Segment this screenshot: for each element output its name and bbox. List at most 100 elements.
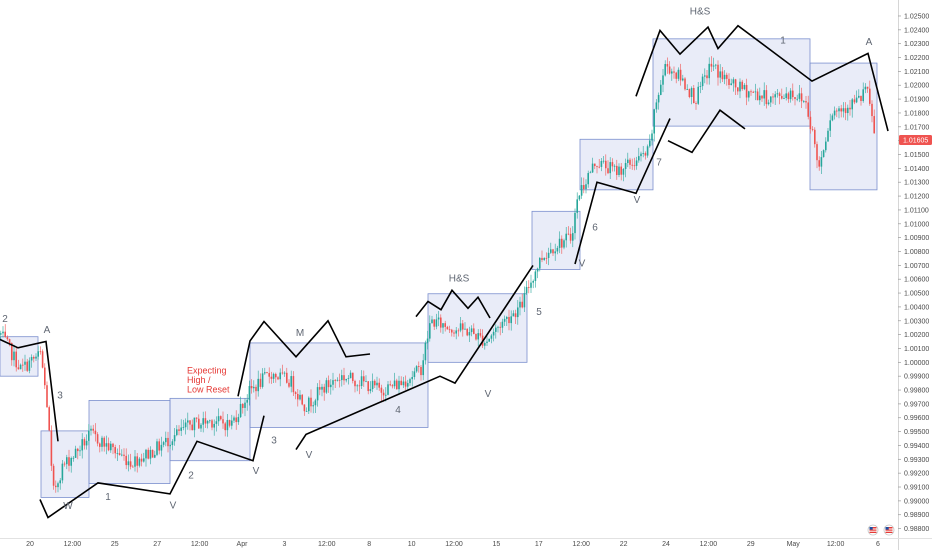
candle-body [200, 424, 202, 429]
candle-body [70, 457, 72, 466]
candle-body [316, 387, 319, 401]
trend-line[interactable] [635, 24, 889, 132]
wave-label: 3 [271, 435, 277, 446]
candle-body [490, 335, 493, 339]
candle-body [90, 428, 92, 431]
candle-body [822, 150, 825, 158]
candle-body [259, 378, 262, 387]
candle-body [270, 376, 273, 379]
candle-body [737, 87, 739, 92]
candle-body [48, 407, 50, 431]
candle-body [653, 109, 655, 134]
candle-body [616, 165, 618, 175]
time-tick-label: 12:00 [572, 541, 590, 548]
candle-body [376, 382, 378, 386]
range-box[interactable] [809, 62, 878, 191]
candle-body [743, 84, 746, 90]
candle-body [561, 238, 563, 248]
price-tick-label: 1.00400 [904, 304, 929, 311]
candle-body [396, 380, 398, 390]
candle-body [836, 110, 838, 112]
price-tick-label: 1.01900 [904, 97, 929, 104]
candle-body [633, 165, 636, 167]
candle-body [618, 166, 620, 175]
candle-body [607, 168, 609, 174]
candle-body [140, 458, 143, 462]
candle-body [352, 372, 354, 381]
candle-body [143, 458, 145, 462]
candle-body [684, 78, 686, 90]
trend-line[interactable] [295, 264, 534, 451]
trend-lines-layer [0, 24, 889, 519]
candle-body [299, 394, 301, 400]
candle-body [334, 380, 336, 381]
candle-body [754, 91, 757, 93]
last-price-tag[interactable] [899, 134, 932, 145]
candle-body [440, 317, 442, 328]
candle-body [411, 377, 413, 380]
flag-icon[interactable] [867, 524, 879, 536]
candle-body [365, 381, 367, 383]
candle-body [514, 313, 517, 318]
flag-icon[interactable] [883, 524, 895, 536]
range-box[interactable] [88, 400, 171, 484]
candle-body [74, 448, 77, 458]
wave-label: V [253, 466, 260, 477]
trend-line[interactable] [667, 109, 746, 154]
trend-line[interactable] [0, 338, 59, 442]
candle-body [602, 160, 605, 162]
time-tick-label: 15 [493, 541, 501, 548]
candle-body [622, 169, 625, 175]
candle-body [233, 417, 235, 421]
wave-label: H&S [449, 273, 470, 284]
time-tick-label: 12:00 [318, 541, 336, 548]
candle-body [418, 366, 420, 367]
candle-body [783, 98, 785, 99]
candle-body [554, 251, 556, 254]
candle-body [134, 456, 136, 467]
price-tick-label: 0.99700 [904, 401, 929, 408]
candle-body [772, 96, 774, 98]
candle-body [508, 317, 510, 324]
trend-line[interactable] [415, 288, 491, 319]
candle-body [178, 429, 180, 431]
candle-body [424, 342, 427, 361]
candle-body [220, 416, 222, 420]
candle-body [222, 419, 224, 424]
price-axis[interactable]: 1.02500 1.02400 1.02300 1.02200 1.02100 1.020… [898, 0, 932, 550]
wave-label: 1 [780, 36, 786, 47]
candle-body [37, 351, 39, 357]
candle-body [486, 341, 488, 343]
candle-body [272, 373, 275, 379]
time-axis[interactable]: 20 12:00 25 27 12:00 Apr 3 12:00 8 10 12:00 15 17 12:… [0, 538, 932, 549]
candle-body [13, 351, 15, 361]
candle-body [840, 108, 842, 112]
candle-body [776, 93, 779, 95]
price-tick-label: 1.00000 [904, 360, 929, 367]
trend-line[interactable] [237, 319, 371, 397]
candle-body [464, 328, 466, 330]
candle-body [114, 447, 116, 454]
candle-body [814, 129, 816, 145]
candle-body [563, 240, 565, 248]
trend-line[interactable] [39, 415, 265, 519]
candle-body [121, 454, 123, 456]
wave-label: 5 [536, 307, 542, 318]
candle-body [101, 437, 103, 447]
trend-line[interactable] [574, 118, 671, 265]
candle-body [858, 95, 860, 98]
candle-body [640, 153, 642, 157]
candle-body [367, 381, 369, 392]
range-box[interactable] [427, 293, 528, 363]
wave-labels-layer: 2 A 3 W 1 V 2 V 3 V M 4 H&S V 5 V 6 7 V H&S 1 A [2, 7, 872, 513]
candle-body [785, 93, 787, 99]
candle-body [536, 268, 539, 272]
candle-body [426, 338, 429, 343]
price-tick-label: 1.02400 [904, 27, 929, 34]
candle-body [704, 75, 706, 77]
candle-body [325, 380, 328, 393]
price-tick-label: 1.02500 [904, 13, 929, 20]
candle-body [400, 380, 402, 386]
candle-body [369, 389, 372, 392]
